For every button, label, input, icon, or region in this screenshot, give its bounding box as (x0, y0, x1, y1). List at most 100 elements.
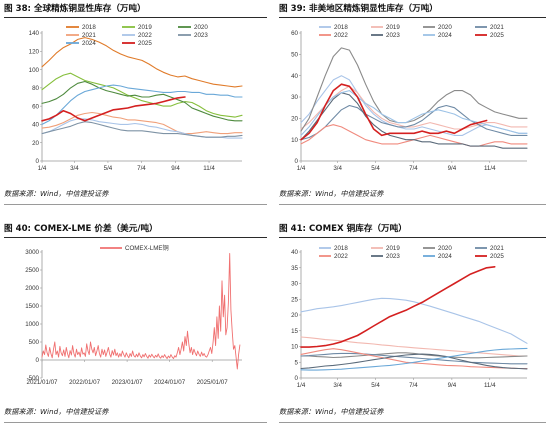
y-tick-label: 30 (291, 281, 298, 288)
legend-label: 2022 (334, 253, 348, 260)
title-rule (279, 237, 546, 238)
series-line (300, 47, 528, 132)
inventory-chart-non-us: 0 10 20 30 40 50 60 1/4 3/4 5/4 7/4 9/4 11/4 2018 2019… (291, 24, 528, 172)
series-line (300, 104, 528, 141)
x-tick-label: 7/4 (409, 165, 418, 172)
legend-label: 2019 (386, 24, 400, 31)
series-line (41, 84, 243, 125)
y-tick-label: 2500 (25, 267, 39, 274)
y-tick-label: 10 (291, 137, 298, 144)
y-tick-label: 100 (29, 67, 40, 74)
y-tick-label: 0 (295, 375, 299, 382)
data-source: 数据来源：Wind，中信建投证券 (279, 189, 384, 198)
x-tick-label: 5/4 (371, 165, 380, 172)
series-line (300, 336, 528, 357)
x-tick-label: 11/4 (203, 165, 215, 172)
series-line (300, 83, 488, 141)
x-tick-label: 2021/01/07 (27, 379, 59, 386)
x-tick-label: 9/4 (448, 382, 457, 389)
y-tick-label: 80 (32, 85, 39, 92)
y-tick-label: 20 (291, 312, 298, 319)
source-rule (4, 422, 267, 423)
figure-41: 图 41: COMEX 铜库存（万吨） 0 5 10 15 20 25 30 35 40 1/4 3… (279, 222, 546, 427)
x-tick-label: 5/4 (371, 382, 380, 389)
y-tick-label: 140 (29, 30, 40, 37)
legend-label: 2021 (82, 32, 96, 39)
series-line (300, 348, 528, 370)
x-tick-label: 1/4 (38, 165, 47, 172)
series-line (41, 37, 243, 88)
series-line (41, 252, 241, 370)
series-line (300, 266, 496, 348)
source-rule (279, 204, 546, 205)
legend-label: 2024 (438, 32, 452, 39)
y-tick-label: 40 (32, 122, 39, 129)
x-tick-label: 2024/01/07 (154, 379, 186, 386)
figure-title: 图 38: 全球精炼铜显性库存（万吨） (4, 4, 146, 14)
legend-label: 2023 (386, 253, 400, 260)
series-line (41, 121, 243, 138)
x-tick-label: 5/4 (104, 165, 113, 172)
y-tick-label: 2000 (25, 285, 39, 292)
y-tick-label: 1500 (25, 303, 39, 310)
y-tick-label: 40 (291, 249, 298, 256)
legend-label: 2020 (194, 24, 208, 31)
legend-label: 2022 (334, 32, 348, 39)
legend-label: 2022 (138, 32, 152, 39)
title-rule (4, 17, 267, 18)
figure-title: 图 40: COMEX-LME 价差（美元/吨） (4, 224, 158, 234)
legend-label: 2025 (138, 40, 152, 47)
series-line (300, 92, 528, 149)
figure-39: 图 39: 非美地区精炼铜显性库存（万吨） 0 10 20 30 40 50 60 1/4 3/… (279, 2, 546, 210)
series-line (300, 353, 528, 370)
legend-label: 2025 (490, 253, 504, 260)
data-source: 数据来源：Wind，中信建投证券 (4, 407, 109, 416)
y-tick-label: 20 (32, 140, 39, 147)
legend-label: 2024 (82, 40, 96, 47)
legend-label: 2020 (438, 245, 452, 252)
series-line (300, 90, 528, 136)
legend-label: 2018 (334, 245, 348, 252)
x-tick-label: 11/4 (484, 382, 496, 389)
y-tick-label: 1000 (25, 321, 39, 328)
source-rule (279, 422, 546, 423)
x-tick-label: 2022/01/07 (69, 379, 101, 386)
legend-label: 2018 (82, 24, 96, 31)
comex-lme-spread-chart: -500 0 500 1000 1500 2000 2500 3000 2021/01/07 20… (25, 244, 242, 386)
y-tick-label: -500 (27, 375, 40, 382)
x-tick-label: 7/4 (409, 382, 418, 389)
legend-label: 2025 (490, 32, 504, 39)
x-tick-label: 1/4 (297, 382, 306, 389)
x-tick-label: 3/4 (333, 382, 342, 389)
x-tick-label: 9/4 (448, 165, 457, 172)
y-tick-label: 500 (29, 339, 40, 346)
series-line (41, 72, 243, 118)
source-rule (4, 204, 267, 205)
legend-label: 2021 (490, 24, 504, 31)
legend-label: 2019 (386, 245, 400, 252)
series-line (300, 347, 528, 371)
series-line (41, 118, 243, 139)
series-line (300, 85, 528, 130)
y-tick-label: 25 (291, 296, 298, 303)
x-tick-label: 1/4 (297, 165, 306, 172)
y-tick-label: 15 (291, 328, 298, 335)
legend-label: 2018 (334, 24, 348, 31)
y-tick-label: 20 (291, 116, 298, 123)
x-tick-label: 2025/01/07 (197, 379, 229, 386)
legend-label: 2021 (490, 245, 504, 252)
legend-label: 2023 (194, 32, 208, 39)
y-tick-label: 0 (295, 158, 299, 165)
figure-title: 图 39: 非美地区精炼铜显性库存（万吨） (279, 4, 438, 14)
x-tick-label: 7/4 (137, 165, 146, 172)
y-tick-label: 0 (36, 158, 40, 165)
legend-label: 2023 (386, 32, 400, 39)
series-line (41, 80, 243, 122)
x-tick-label: 11/4 (484, 165, 496, 172)
y-tick-label: 5 (295, 359, 299, 366)
figure-title: 图 41: COMEX 铜库存（万吨） (279, 224, 407, 234)
legend-label: 2020 (438, 24, 452, 31)
inventory-chart-global: 0 20 40 60 80 100 120 140 1/4 3/4 5/4 7/4 9/4 11/4 201… (29, 24, 243, 172)
y-tick-label: 60 (291, 30, 298, 37)
